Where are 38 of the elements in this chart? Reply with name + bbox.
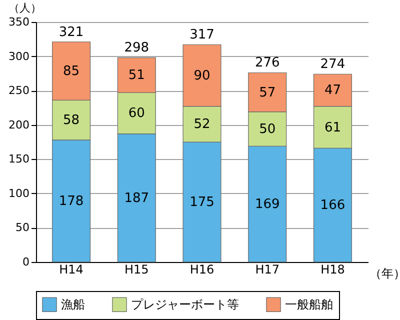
x-tick-label: H15 [124,262,149,276]
total-label: 274 [320,57,346,72]
legend-label: 漁船 [61,298,85,312]
y-tick-label: 50 [16,221,30,234]
x-tick-label: H18 [320,262,345,276]
legend-label: プレジャーボート等 [131,298,239,312]
data-label: 52 [194,117,210,132]
data-label: 187 [124,190,150,206]
data-label: 60 [128,106,145,122]
y-tick-label: 250 [8,84,30,98]
data-label: 61 [324,120,341,136]
y-tick-label: 0 [22,256,30,268]
total-label: 298 [124,40,150,56]
data-label: 175 [190,195,214,210]
data-label: 50 [259,122,276,137]
y-tick-label: 150 [8,152,30,166]
x-tick-label: H17 [255,262,280,276]
total-label: 321 [58,24,84,40]
y-axis-title: （人） [8,2,42,14]
data-label: 166 [320,198,346,214]
y-tick-label: 350 [8,16,30,28]
y-tick-label: 200 [8,118,30,132]
total-label: 276 [254,56,280,71]
data-label: 58 [63,113,80,128]
x-tick-label: H16 [190,262,214,276]
y-tick-label: 300 [8,50,30,63]
x-axis-title: （年） [370,266,400,280]
data-label: 169 [254,197,280,212]
total-label: 317 [190,28,214,43]
data-label: 178 [58,194,84,209]
x-tick-label: H14 [59,262,84,276]
legend-label: 一般船舶 [285,298,333,312]
data-label: 85 [63,64,80,80]
data-label: 57 [259,85,276,100]
data-label: 90 [194,68,210,84]
y-tick-label: 100 [8,186,30,200]
data-label: 51 [128,68,145,84]
data-label: 47 [324,83,341,98]
